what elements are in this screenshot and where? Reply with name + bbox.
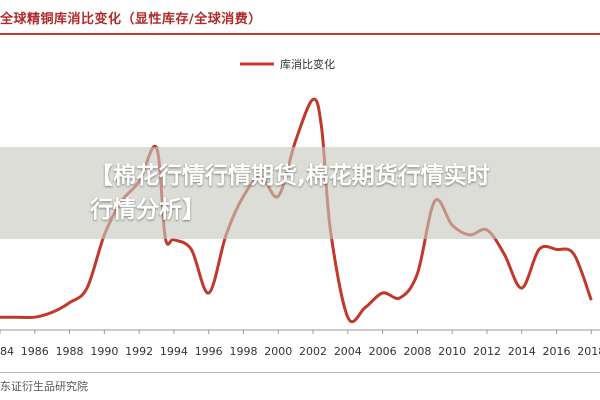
- article-title-banner[interactable]: 【棉花行情行情期货,棉花期货行情实时行情分析】: [0, 147, 600, 239]
- x-tick-label: 1988: [56, 345, 84, 358]
- source-note: 东证衍生品研究院: [0, 380, 88, 393]
- x-tick-label: 1984: [0, 345, 14, 358]
- title-divider: [0, 33, 600, 35]
- x-tick-label: 1990: [90, 345, 118, 358]
- chart-legend: 库消比变化: [240, 57, 335, 71]
- x-tick-label: 2000: [264, 345, 292, 358]
- x-tick-label: 1996: [195, 345, 223, 358]
- x-tick-label: 1994: [160, 345, 188, 358]
- source-divider: [0, 372, 600, 373]
- x-tick-label: 2002: [299, 345, 327, 358]
- x-tick-label: 2016: [543, 345, 571, 358]
- x-tick-label: 2006: [369, 345, 397, 358]
- x-tick-label: 1986: [21, 345, 49, 358]
- x-tick-label: 1998: [229, 345, 257, 358]
- x-tick-label: 1992: [125, 345, 153, 358]
- x-tick-label: 2010: [438, 345, 466, 358]
- x-tick-label: 2004: [334, 345, 362, 358]
- x-tick-label: 2014: [508, 345, 536, 358]
- x-tick-label: 2012: [473, 345, 501, 358]
- legend-label-series: 库消比变化: [280, 57, 335, 71]
- x-axis-ticks: 1984 1986 1988 1990 1992 1994 1996 1998 2000 2002…: [0, 330, 600, 358]
- article-title[interactable]: 【棉花行情行情期货,棉花期货行情实时行情分析】: [90, 163, 490, 223]
- x-tick-label: 2018: [577, 345, 600, 358]
- chart-title: 全球精铜库消比变化（显性库存/全球消费）: [0, 12, 262, 27]
- x-tick-label: 2008: [403, 345, 431, 358]
